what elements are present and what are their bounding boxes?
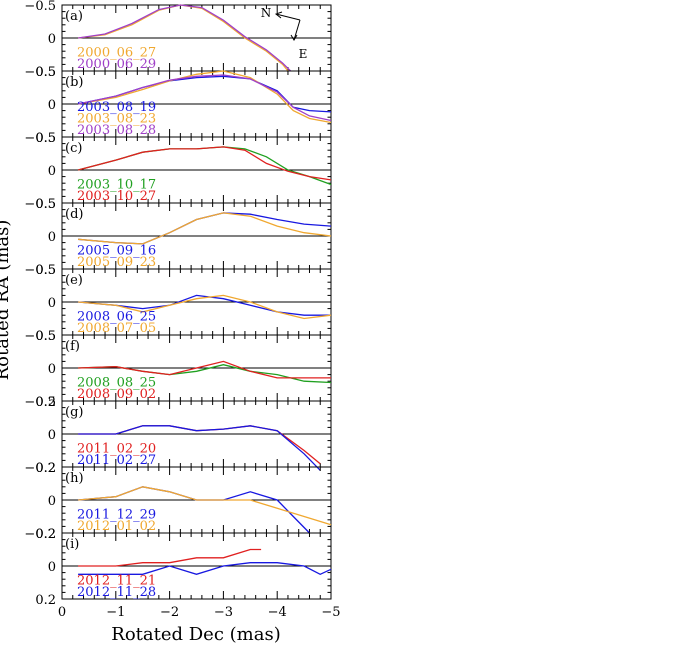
panel-label: (f) bbox=[65, 339, 80, 354]
y-tick-label: 0.2 bbox=[35, 527, 56, 542]
x-tick-label: −3 bbox=[214, 605, 233, 620]
series-line bbox=[78, 212, 332, 245]
y-tick-label: −0.5 bbox=[24, 65, 56, 80]
panel-label: (h) bbox=[65, 471, 84, 486]
series-line bbox=[78, 548, 262, 567]
legend-label: 2003_08_19 bbox=[77, 100, 156, 115]
y-tick-label: −0.5 bbox=[24, 329, 56, 344]
y-tick-label: 0.2 bbox=[35, 593, 56, 608]
legend-label: 2008_08_25 bbox=[77, 376, 156, 391]
y-tick-label: 0 bbox=[48, 164, 56, 179]
panel-label: (i) bbox=[65, 537, 79, 552]
legend-label: 2011_12_29 bbox=[77, 508, 156, 523]
y-tick-label: 0.5 bbox=[35, 329, 56, 344]
y-tick-label: −0.2 bbox=[24, 461, 56, 476]
y-tick-label: −0.5 bbox=[24, 197, 56, 212]
series-line bbox=[78, 425, 321, 471]
y-tick-label: 0.2 bbox=[35, 461, 56, 476]
legend-label: 2011_02_27 bbox=[77, 453, 156, 468]
y-tick-label: 0 bbox=[48, 32, 56, 47]
legend-label: 2003_08_28 bbox=[77, 123, 156, 138]
y-tick-label: 0.5 bbox=[35, 65, 56, 80]
legend-label: 2003_10_27 bbox=[77, 189, 156, 204]
panel-label: (d) bbox=[65, 207, 83, 222]
series-line bbox=[77, 74, 332, 122]
y-tick-label: 0 bbox=[48, 230, 56, 245]
panel-b: −0.5 0 0.5 (b) 2003_08_192003_08_232003_08_2… bbox=[24, 65, 332, 146]
legend-label: 2005_09_23 bbox=[77, 255, 156, 270]
y-tick-label: 0.5 bbox=[35, 395, 56, 410]
legend-label: 2000_06_27 bbox=[77, 46, 156, 61]
legend-label: 2012_11_28 bbox=[77, 585, 156, 600]
legend-label: 2003_10_17 bbox=[77, 178, 156, 193]
y-tick-label: −0.5 bbox=[24, 131, 56, 146]
y-tick-label: 0.5 bbox=[35, 131, 56, 146]
y-tick-label: 0 bbox=[48, 362, 56, 377]
compass-north-label: N bbox=[261, 6, 272, 20]
y-tick-label: 0 bbox=[48, 428, 56, 443]
legend-label: 2000_06_29 bbox=[77, 57, 156, 72]
panel-label: (e) bbox=[65, 273, 83, 288]
x-tick-label: −5 bbox=[321, 605, 340, 620]
y-tick-label: 0 bbox=[48, 560, 56, 575]
x-tick-label: −2 bbox=[160, 605, 179, 620]
y-axis-label: Rotated RA (mas) bbox=[0, 220, 13, 381]
y-tick-label: −0.5 bbox=[24, 263, 56, 278]
series-line bbox=[78, 562, 332, 576]
series-line bbox=[78, 486, 332, 526]
legend-label: 2008_09_02 bbox=[77, 387, 156, 402]
legend-label: 2012_11_21 bbox=[77, 574, 156, 589]
compass-east-line bbox=[293, 19, 301, 41]
legend-label: 2012_01_02 bbox=[77, 519, 156, 534]
compass: N E bbox=[261, 6, 308, 61]
compass-east-arrowhead bbox=[290, 34, 298, 41]
panel-label: (c) bbox=[65, 141, 82, 156]
compass-east-label: E bbox=[299, 47, 308, 61]
y-tick-label: −0.2 bbox=[24, 527, 56, 542]
y-tick-label: 0 bbox=[48, 98, 56, 113]
legend-label: 2003_08_23 bbox=[77, 112, 156, 127]
series-line bbox=[77, 70, 332, 124]
compass-north-arrowhead bbox=[274, 11, 283, 19]
x-tick-label: 0 bbox=[58, 605, 66, 620]
legend-label: 2008_06_25 bbox=[77, 310, 156, 325]
y-tick-label: −0.5 bbox=[24, 0, 56, 14]
series-line bbox=[78, 294, 332, 320]
y-tick-label: −0.2 bbox=[24, 395, 56, 410]
y-tick-label: 0 bbox=[48, 296, 56, 311]
x-tick-label: −4 bbox=[268, 605, 287, 620]
legend-label: 2005_09_16 bbox=[77, 244, 156, 259]
y-tick-label: 0 bbox=[48, 494, 56, 509]
panel-label: (g) bbox=[65, 405, 83, 420]
series-line bbox=[78, 360, 331, 379]
series-line bbox=[78, 4, 292, 72]
x-axis-label: Rotated Dec (mas) bbox=[111, 624, 280, 645]
x-tick-label: −1 bbox=[106, 605, 125, 620]
compass-north-line bbox=[275, 13, 301, 21]
panel-label: (a) bbox=[65, 9, 83, 24]
series-line bbox=[77, 146, 332, 181]
legend-label: 2011_02_20 bbox=[77, 442, 156, 457]
legend-label: 2008_07_05 bbox=[77, 321, 156, 336]
y-tick-label: 0.5 bbox=[35, 263, 56, 278]
y-tick-label: 0.5 bbox=[35, 197, 56, 212]
panel-label: (b) bbox=[65, 75, 83, 90]
